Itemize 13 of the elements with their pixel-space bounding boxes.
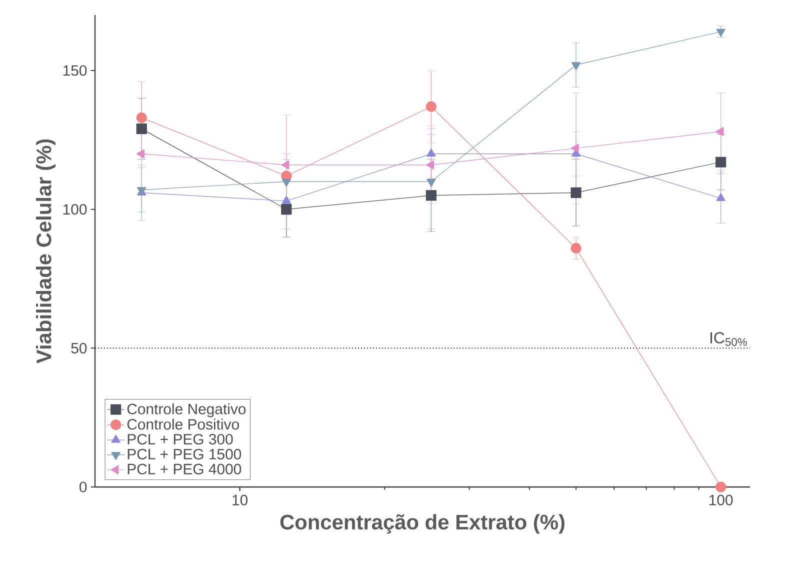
x-axis-title: Concentração de Extrato (%) bbox=[280, 514, 564, 534]
legend-label: PCL + PEG 1500 bbox=[128, 448, 242, 460]
legend-label: PCL + PEG 300 bbox=[128, 434, 233, 445]
y-tick-label: 100 bbox=[63, 204, 87, 215]
y-tick-label: 50 bbox=[71, 342, 87, 354]
legend-label: Controle Positivo bbox=[127, 418, 239, 430]
y-axis-title: Viabilidade Celular (%) bbox=[36, 139, 56, 364]
legend-label: PCL + PEG 4000 bbox=[128, 464, 242, 474]
ref-line-label: IC$_{50%}$ bbox=[710, 332, 747, 346]
legend-label: Controle Negativo bbox=[127, 403, 246, 418]
y-tick-label: 150 bbox=[63, 65, 87, 76]
x-tick-label: 10 bbox=[232, 494, 248, 506]
y-tick-label: 0 bbox=[80, 482, 87, 492]
